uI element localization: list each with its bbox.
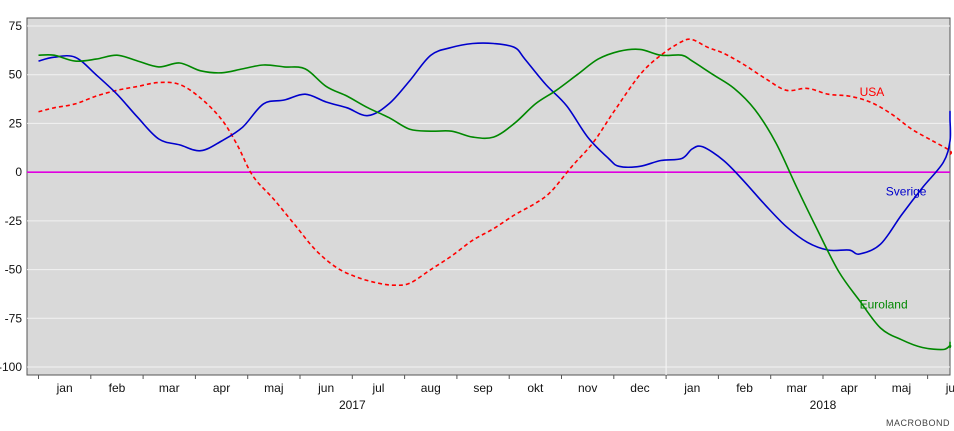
x-tick-label: okt: [527, 381, 544, 395]
x-tick-label: jan: [56, 381, 73, 395]
gridlines: [27, 18, 950, 375]
y-tick-label: -100: [0, 360, 22, 374]
series-label-usa: USA: [860, 85, 885, 99]
series-label-sverige: Sverige: [886, 185, 927, 199]
plot-area: [26, 17, 951, 376]
x-tick-label: jan: [683, 381, 700, 395]
x-tick-label: maj: [264, 381, 283, 395]
y-tick-label: -25: [5, 214, 23, 228]
series-line-usa: [38, 38, 953, 287]
year-label: 2018: [810, 398, 837, 412]
x-tick-label: jun: [945, 381, 954, 395]
y-tick-label: 25: [9, 116, 23, 130]
x-tick-label: apr: [213, 381, 230, 395]
x-tick-label: aug: [421, 381, 441, 395]
series-group: [38, 38, 953, 351]
y-tick-label: -75: [5, 311, 23, 325]
x-tick-label: maj: [892, 381, 911, 395]
x-tick-label: jun: [317, 381, 334, 395]
x-tick-label: feb: [736, 381, 753, 395]
x-tick-label: dec: [630, 381, 649, 395]
x-tick-label: apr: [840, 381, 857, 395]
x-tick-label: mar: [159, 381, 180, 395]
series-labels: USA Sverige Euroland: [860, 85, 927, 311]
series-line-sverige: [38, 42, 952, 255]
x-tick-label: mar: [787, 381, 808, 395]
y-tick-label: 50: [9, 68, 23, 82]
axis-labels: 75 50 25 0 -25 -50 -75 -100 jan feb mar apr maj jun ju…: [0, 19, 954, 412]
y-tick-label: 75: [9, 19, 23, 33]
watermark-logo: MACROBOND: [886, 418, 950, 428]
x-tick-label: jul: [371, 381, 384, 395]
y-tick-label: -50: [5, 263, 23, 277]
y-tick-label: 0: [15, 165, 22, 179]
x-tick-label: feb: [109, 381, 126, 395]
x-tick-label: sep: [473, 381, 493, 395]
series-label-euroland: Euroland: [860, 298, 908, 312]
series-line-euroland: [38, 48, 952, 351]
x-tick-label: nov: [578, 381, 597, 395]
year-label: 2017: [339, 398, 366, 412]
